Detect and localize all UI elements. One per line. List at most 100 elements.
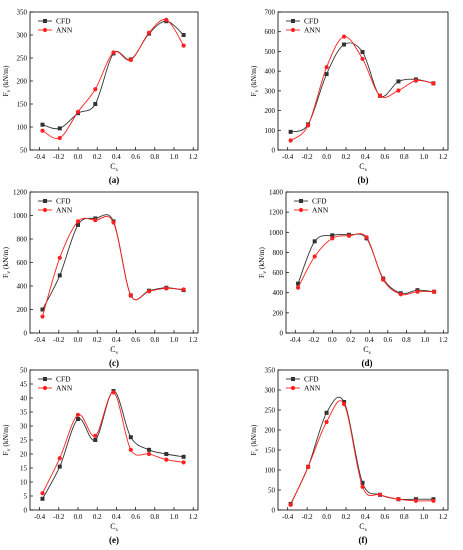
data-point-ann xyxy=(360,484,365,489)
x-tick-label: -0.2 xyxy=(302,513,314,521)
x-tick-label: 0.4 xyxy=(112,153,121,161)
x-tick-label: 0.0 xyxy=(322,153,331,161)
data-point-ann xyxy=(306,464,311,469)
x-tick-label: 1.0 xyxy=(419,153,428,161)
data-point-cfd xyxy=(40,307,45,312)
x-tick-label: 0.8 xyxy=(150,153,159,161)
y-tick-label: 0 xyxy=(280,330,284,338)
chart-panel-f: -0.4 -0.2 0.0 0.2 0.4 0.6 0.8 1.0 1.2 0 50 100 150 20… xyxy=(249,367,449,545)
legend-label: ANN xyxy=(304,384,321,393)
y-tick-label: 600 xyxy=(17,259,28,267)
x-axis-label: Cs xyxy=(359,162,366,173)
y-tick-label: 700 xyxy=(265,9,276,17)
x-tick-label: 0.8 xyxy=(400,513,409,521)
data-point-cfd xyxy=(396,79,401,84)
legend-marker xyxy=(299,199,303,203)
data-point-ann xyxy=(40,128,45,133)
y-tick-label: 300 xyxy=(265,87,276,95)
series-line-cfd xyxy=(42,20,184,130)
x-tick-label: 0.4 xyxy=(361,513,370,521)
x-tick-label: 1.0 xyxy=(170,336,179,344)
data-point-ann xyxy=(111,390,116,395)
x-axis-label-subscript: s xyxy=(365,167,367,173)
y-axis-label: Fv (kN/m) xyxy=(249,424,260,455)
data-point-cfd xyxy=(57,273,62,278)
legend-label: ANN xyxy=(304,26,321,35)
y-axis-label-subscript: v xyxy=(6,271,12,274)
x-axis-label: Cs xyxy=(363,345,370,356)
x-tick-label: -0.2 xyxy=(308,336,320,344)
y-tick-label: 350 xyxy=(265,367,276,375)
data-point-ann xyxy=(324,65,329,70)
data-point-ann xyxy=(377,492,383,497)
data-point-ann xyxy=(413,498,419,503)
data-point-cfd xyxy=(40,496,45,501)
data-point-cfd xyxy=(324,72,329,77)
data-point-ann xyxy=(111,220,116,225)
data-point-ann xyxy=(364,235,369,240)
x-tick-label: -0.2 xyxy=(53,513,65,521)
x-tick-label: 0.6 xyxy=(380,513,389,521)
y-tick-label: 400 xyxy=(17,283,28,291)
y-axis-label-subscript: v xyxy=(6,448,12,451)
x-tick-label: 1.0 xyxy=(419,513,428,521)
y-tick-label: 200 xyxy=(265,107,276,115)
panel-label: (c) xyxy=(109,358,119,368)
data-point-cfd xyxy=(312,239,317,244)
legend-marker xyxy=(43,199,47,203)
legend-label: ANN xyxy=(56,384,73,393)
y-tick-label: 5 xyxy=(24,493,28,501)
x-tick-label: 1.2 xyxy=(439,153,448,161)
x-axis-label-subscript: s xyxy=(365,527,367,533)
x-tick-label: 0.2 xyxy=(93,513,102,521)
data-point-ann xyxy=(288,138,293,143)
data-point-ann xyxy=(164,17,169,22)
data-point-cfd xyxy=(181,33,186,37)
y-tick-label: 1200 xyxy=(269,209,284,217)
y-tick-label: 250 xyxy=(265,407,276,415)
y-tick-label: 0 xyxy=(24,507,28,515)
y-tick-label: 100 xyxy=(17,124,28,132)
data-point-ann xyxy=(341,34,347,39)
x-axis-label-subscript: s xyxy=(116,167,118,173)
data-point-ann xyxy=(111,50,116,55)
y-tick-label: 350 xyxy=(17,9,28,17)
y-tick-label: 200 xyxy=(17,306,28,314)
data-point-ann xyxy=(360,56,365,62)
y-axis-label-unit: (kN/m) xyxy=(1,424,10,448)
x-tick-label: -0.4 xyxy=(282,153,294,161)
panel-label: (b) xyxy=(358,175,369,185)
y-tick-label: 500 xyxy=(265,48,276,56)
y-axis-label: Fv (kN/m) xyxy=(1,424,12,455)
x-axis-label-subscript: s xyxy=(369,350,371,356)
y-axis-label: Fv (kN/m) xyxy=(249,65,260,96)
y-axis-label-unit: (kN/m) xyxy=(1,247,10,271)
y-tick-label: 100 xyxy=(265,127,276,135)
y-tick-label: 100 xyxy=(265,467,276,475)
data-point-ann xyxy=(128,293,133,298)
data-point-ann xyxy=(346,233,352,238)
y-axis-label-unit: (kN/m) xyxy=(257,247,266,271)
x-tick-label: 0.4 xyxy=(112,513,121,521)
data-point-ann xyxy=(93,433,98,438)
x-tick-label: -0.2 xyxy=(53,153,65,161)
y-axis-label: Fv (kN/m) xyxy=(257,247,268,278)
legend-marker xyxy=(291,19,295,23)
y-axis-label-subscript: v xyxy=(6,89,12,92)
series-line-cfd xyxy=(297,233,435,295)
data-point-cfd xyxy=(57,126,62,131)
series-line-ann xyxy=(297,233,435,296)
y-tick-label: 0 xyxy=(24,330,28,338)
data-point-ann xyxy=(75,219,81,224)
data-point-cfd xyxy=(288,129,293,134)
legend-label: CFD xyxy=(304,375,319,384)
x-tick-label: 0.8 xyxy=(402,336,411,344)
y-tick-label: 20 xyxy=(20,451,28,459)
x-tick-label: 0.2 xyxy=(342,153,351,161)
series-line-ann xyxy=(290,400,434,505)
y-tick-label: 800 xyxy=(17,236,28,244)
legend-marker xyxy=(298,207,304,213)
data-point-cfd xyxy=(164,452,169,456)
data-point-ann xyxy=(164,457,169,462)
data-point-ann xyxy=(306,123,311,128)
